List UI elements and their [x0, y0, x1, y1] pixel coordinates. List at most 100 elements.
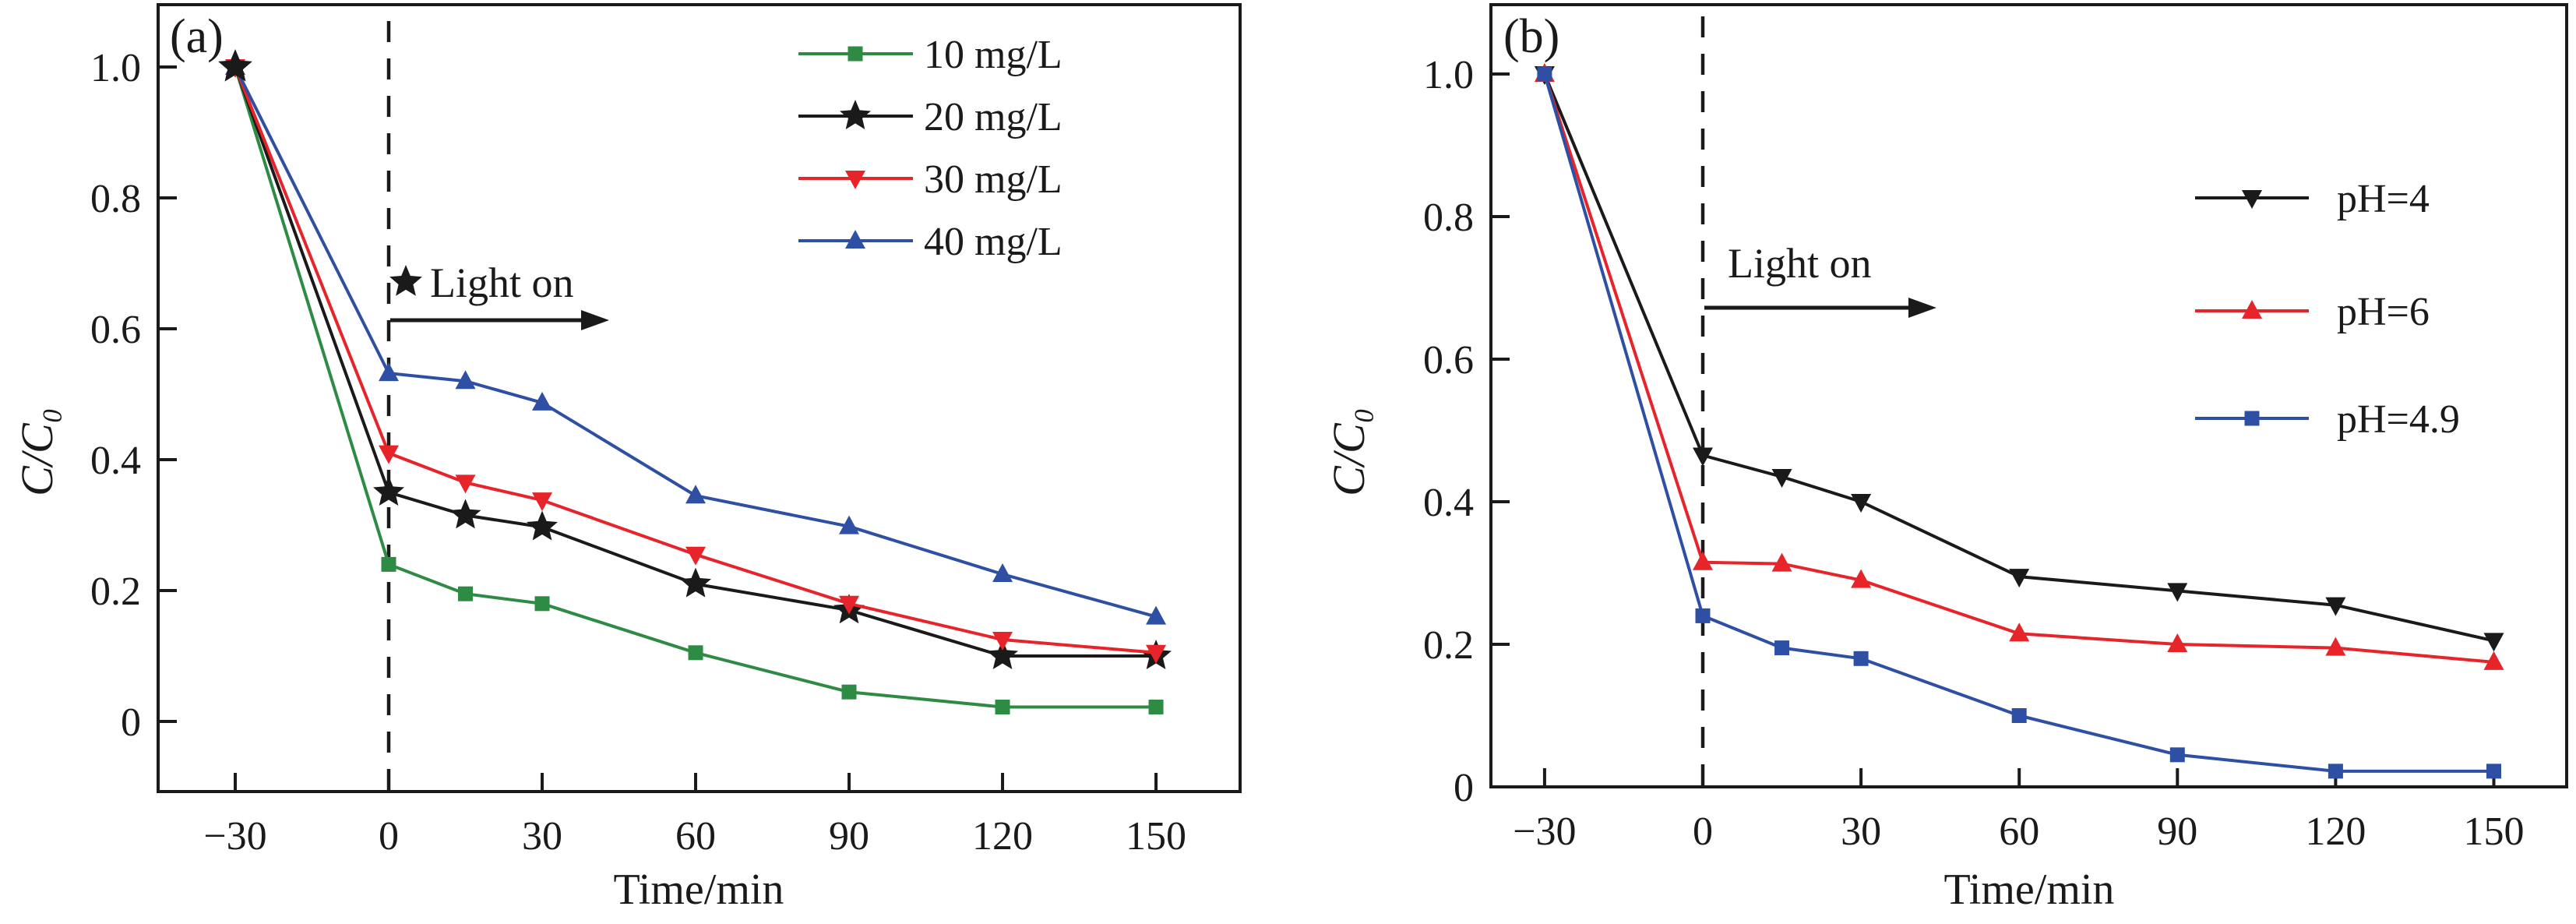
legend-entry-ph-4-9: pH=4.9 — [2195, 397, 2460, 442]
x-tick-label: 60 — [1999, 809, 2039, 854]
y-tick-label: 0 — [121, 700, 141, 745]
light-on-arrow-head — [581, 310, 609, 330]
marker-triangle-up-ph-6 — [1851, 569, 1872, 588]
marker-star-20-mg-l — [527, 510, 558, 541]
marker-square-ph-4-9 — [1774, 640, 1790, 656]
x-tick-label: 30 — [1841, 809, 1881, 854]
marker-triangle-down-30-mg-l — [455, 474, 476, 494]
light-on-annotation: Light on — [1704, 240, 1936, 318]
legend-marker-triangle-up-icon — [2242, 300, 2262, 319]
y-tick-label: 1.0 — [1423, 53, 1474, 97]
light-on-arrow-head — [1908, 298, 1936, 318]
marker-square-10-mg-l — [1148, 700, 1164, 715]
marker-square-ph-4-9 — [2169, 747, 2185, 763]
marker-star-20-mg-l — [373, 476, 404, 506]
series-line-10-mg-l — [234, 65, 1158, 709]
plot-frame — [1489, 3, 2568, 788]
panel-b: −30 0 30 60 90 120 150 0 0.2 0.4 0.6 0.8 1.0 Light on… — [1423, 3, 2568, 854]
marker-square-10-mg-l — [841, 684, 857, 700]
y-tick-label: 0.8 — [90, 177, 141, 221]
marker-square-ph-4-9 — [2011, 708, 2027, 723]
x-tick-label: 120 — [2305, 809, 2366, 854]
marker-triangle-up-40-mg-l — [685, 485, 707, 504]
marker-square-10-mg-l — [534, 596, 550, 612]
x-tick-label: −30 — [1513, 809, 1576, 854]
legend-entry-ph-6: pH=6 — [2195, 290, 2430, 334]
legend: 10 mg/L 20 mg/L 30 mg/L 40 mg/L — [798, 33, 1062, 264]
legend-marker-square-icon — [848, 46, 863, 62]
marker-triangle-down-ph-4 — [1771, 468, 1792, 488]
marker-square-10-mg-l — [995, 700, 1010, 715]
y-tick-label: 0.6 — [1423, 338, 1474, 383]
legend-entry-30-mg-l: 30 mg/L — [798, 157, 1062, 202]
x-tick-label: −30 — [203, 814, 266, 859]
marker-triangle-down-ph-4 — [1851, 494, 1872, 513]
marker-square-ph-4-9 — [1853, 651, 1869, 666]
marker-star-20-mg-l — [987, 640, 1018, 669]
marker-triangle-up-40-mg-l — [379, 362, 399, 382]
marker-triangle-up-ph-6 — [1693, 551, 1713, 570]
marker-triangle-up-40-mg-l — [532, 391, 553, 411]
series-line-ph-4-9 — [1542, 72, 2496, 773]
y-tick-label: 1.0 — [90, 46, 141, 90]
legend-marker-triangle-down-icon — [2242, 190, 2262, 209]
series-line-30-mg-l — [234, 65, 1158, 654]
legend: pH=4 pH=6 pH=4.9 — [2195, 177, 2460, 442]
legend-label: pH=4.9 — [2337, 397, 2460, 442]
start-point-star-icon — [218, 49, 252, 82]
marker-star-20-mg-l — [680, 567, 711, 598]
legend-label: 30 mg/L — [924, 157, 1062, 202]
panel-a-y-axis-title: C/C₀ — [12, 407, 62, 496]
y-tick-label: 0.2 — [1423, 623, 1474, 668]
light-on-label: Light on — [430, 259, 574, 306]
series-20-mg-l — [220, 51, 1172, 669]
panel-b-x-axis-title: Time/min — [1943, 866, 2115, 914]
legend-marker-triangle-up-icon — [845, 230, 865, 249]
panel-b-y-axis-title: C/C₀ — [1323, 407, 1374, 496]
marker-triangle-down-30-mg-l — [1146, 644, 1167, 664]
series-line-40-mg-l — [234, 65, 1158, 619]
marker-triangle-down-ph-4 — [2009, 569, 2030, 588]
marker-triangle-down-30-mg-l — [992, 632, 1013, 651]
legend-label: 20 mg/L — [924, 95, 1062, 139]
x-tick-label: 0 — [379, 814, 399, 859]
legend-label: pH=4 — [2337, 177, 2430, 221]
y-tick-label: 0.6 — [90, 308, 141, 352]
legend-label: pH=6 — [2337, 290, 2430, 334]
legend-marker-square-icon — [2244, 411, 2260, 426]
legend-entry-40-mg-l: 40 mg/L — [798, 220, 1062, 264]
marker-square-10-mg-l — [381, 556, 396, 572]
y-tick-label: 0.4 — [90, 439, 141, 483]
light-on-annotation: Light on — [389, 259, 609, 330]
marker-square-ph-4-9 — [2328, 764, 2343, 779]
legend-entry-20-mg-l: 20 mg/L — [798, 95, 1062, 139]
series-line-ph-4 — [1542, 72, 2496, 643]
marker-triangle-down-ph-4 — [2325, 597, 2346, 616]
marker-triangle-down-30-mg-l — [685, 546, 707, 566]
y-tick-label: 0 — [1454, 766, 1474, 810]
marker-triangle-up-40-mg-l — [992, 563, 1013, 582]
marker-triangle-up-ph-6 — [2009, 622, 2030, 642]
light-on-label: Light on — [1728, 240, 1872, 287]
legend-entry-ph-4: pH=4 — [2195, 177, 2430, 221]
y-tick-label: 0.2 — [90, 570, 141, 614]
series-line-ph-6 — [1542, 72, 2496, 664]
x-tick-label: 120 — [972, 814, 1033, 859]
marker-triangle-down-30-mg-l — [379, 445, 399, 464]
legend-label: 40 mg/L — [924, 220, 1062, 264]
series-ph-4-9 — [1537, 66, 2501, 779]
x-tick-label: 150 — [1126, 814, 1186, 859]
y-tick-label: 0.4 — [1423, 481, 1474, 525]
marker-triangle-down-30-mg-l — [839, 595, 860, 615]
marker-square-ph-4-9 — [2486, 764, 2501, 779]
marker-triangle-down-ph-4 — [1693, 447, 1713, 467]
marker-square-10-mg-l — [688, 645, 703, 661]
series-40-mg-l — [224, 56, 1167, 625]
series-ph-4 — [1534, 66, 2504, 652]
x-tick-label: 90 — [829, 814, 869, 859]
x-tick-label: 30 — [522, 814, 562, 859]
legend-marker-triangle-down-icon — [845, 171, 865, 189]
marker-triangle-up-40-mg-l — [839, 515, 860, 534]
panel-a: −30 0 30 60 90 120 150 0 0.2 0.4 0.6 0.8 1.0 Light on… — [90, 3, 1242, 859]
